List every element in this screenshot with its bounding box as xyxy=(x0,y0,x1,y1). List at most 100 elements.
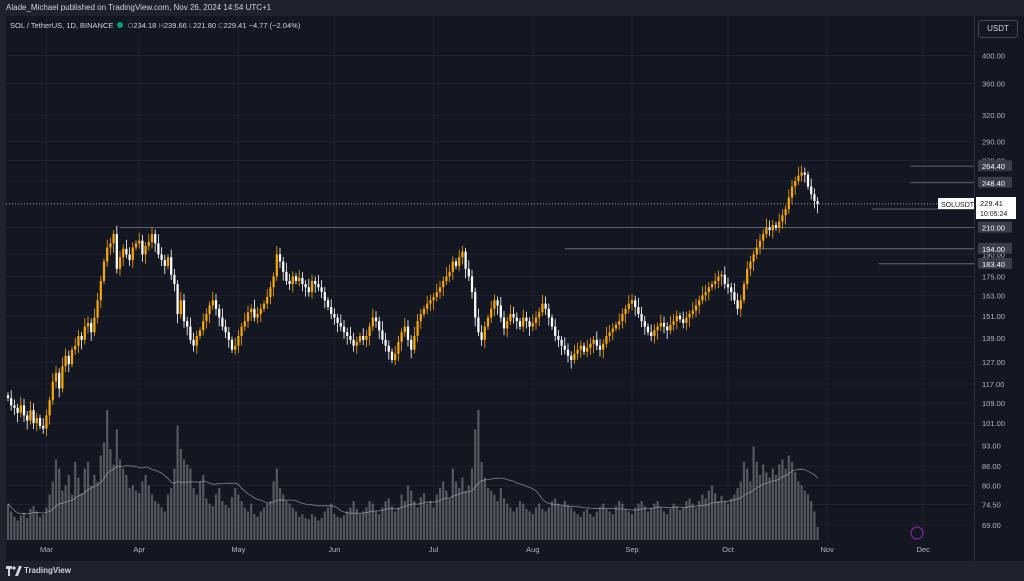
tradingview-logo-icon[interactable] xyxy=(6,566,22,576)
volume-bar xyxy=(656,501,659,540)
candle-body xyxy=(608,332,611,336)
candle-body xyxy=(774,225,778,228)
volume-bar xyxy=(138,493,141,540)
candle-body xyxy=(67,355,70,365)
currency-button[interactable]: USDT xyxy=(978,20,1018,38)
candle-body xyxy=(259,308,262,315)
candle-body xyxy=(752,254,755,262)
volume-bar xyxy=(483,477,486,540)
volume-bar xyxy=(403,501,406,540)
volume-bar xyxy=(634,507,637,540)
candle-body xyxy=(288,280,291,285)
volume-bar xyxy=(35,511,38,540)
volume-bar xyxy=(336,516,339,540)
candle-body xyxy=(557,335,560,340)
volume-bar xyxy=(701,494,704,540)
volume-bar xyxy=(323,511,326,540)
low-value: 221.80 xyxy=(193,21,217,30)
volume-bar xyxy=(486,488,490,540)
candle-body xyxy=(483,326,486,340)
candle-body xyxy=(454,261,458,266)
candle-body xyxy=(221,317,224,327)
candle-body xyxy=(400,332,403,342)
volume-bar xyxy=(726,503,730,540)
volume-bar xyxy=(550,501,554,540)
candle-body xyxy=(90,322,93,333)
candle-body xyxy=(726,284,730,288)
volume-bar xyxy=(182,459,186,540)
volume-bar xyxy=(723,501,726,540)
volume-bar xyxy=(694,507,698,540)
candle-body xyxy=(707,287,710,293)
volume-bar xyxy=(659,507,662,540)
candle-body xyxy=(227,332,230,340)
candle-body xyxy=(131,247,134,261)
volume-bar xyxy=(173,468,176,540)
candle-body xyxy=(422,308,426,315)
volume-bar xyxy=(406,485,410,540)
level-price-label: 248.40 xyxy=(982,179,1005,188)
change-value: −4.77 (−2.04%) xyxy=(248,21,301,30)
candle-body xyxy=(758,240,762,248)
volume-bar xyxy=(74,462,77,540)
volume-bar xyxy=(317,520,320,540)
candle-body xyxy=(394,353,397,360)
symbol-tag-label: SOLUSDT xyxy=(941,202,975,209)
volume-bar xyxy=(624,508,627,540)
candle-body xyxy=(720,274,723,277)
candle-body xyxy=(106,247,109,262)
candle-body xyxy=(464,251,467,269)
level-price-label: 264.40 xyxy=(982,162,1005,171)
volume-bar xyxy=(586,508,589,540)
volume-bar xyxy=(736,488,739,540)
candle-body xyxy=(490,308,493,318)
volume-bar xyxy=(83,468,86,540)
candle-body xyxy=(426,303,429,309)
candle-body xyxy=(666,326,669,331)
candle-body xyxy=(19,405,22,413)
candle-body xyxy=(541,303,544,313)
candle-body xyxy=(310,280,314,293)
volume-bar xyxy=(467,485,470,540)
candle-body xyxy=(387,345,390,352)
volume-bar xyxy=(784,468,787,540)
candle-body xyxy=(592,339,595,344)
candle-body xyxy=(640,314,643,322)
volume-bar xyxy=(589,514,592,540)
countdown-label: 10:05:24 xyxy=(980,211,1007,218)
candle-body xyxy=(218,308,221,318)
lightning-icon xyxy=(910,526,924,540)
volume-bar xyxy=(499,488,502,540)
volume-bar xyxy=(682,507,685,540)
candle-body xyxy=(509,314,512,322)
candle-body xyxy=(797,175,800,182)
brand-name: TradingView xyxy=(24,566,71,575)
candle-body xyxy=(595,339,598,346)
volume-bar xyxy=(160,507,163,540)
chart-plot-area[interactable] xyxy=(6,16,974,561)
volume-bar xyxy=(54,459,58,540)
candle-body xyxy=(339,322,342,327)
volume-bar xyxy=(749,481,752,540)
candle-body xyxy=(163,260,166,266)
candle-body xyxy=(96,300,99,318)
volume-bar xyxy=(717,501,720,540)
candle-body xyxy=(704,292,707,296)
candle-body xyxy=(128,254,131,261)
candle-body xyxy=(813,194,816,202)
price-axis[interactable] xyxy=(974,16,1024,561)
volume-bar xyxy=(563,501,566,540)
candle-body xyxy=(269,287,272,297)
volume-bar xyxy=(544,511,547,540)
candle-body xyxy=(477,317,480,333)
symbol-legend[interactable]: SOL / TetherUS, 1D, BINANCE O234.18 H239… xyxy=(10,21,300,30)
volume-bar xyxy=(230,497,234,540)
candle-body xyxy=(118,257,122,269)
candle-body xyxy=(61,366,64,389)
volume-bar xyxy=(154,501,157,540)
candle-body xyxy=(637,307,640,315)
candle-body xyxy=(451,261,454,272)
volume-bar xyxy=(522,503,525,540)
candle-body xyxy=(278,254,282,262)
